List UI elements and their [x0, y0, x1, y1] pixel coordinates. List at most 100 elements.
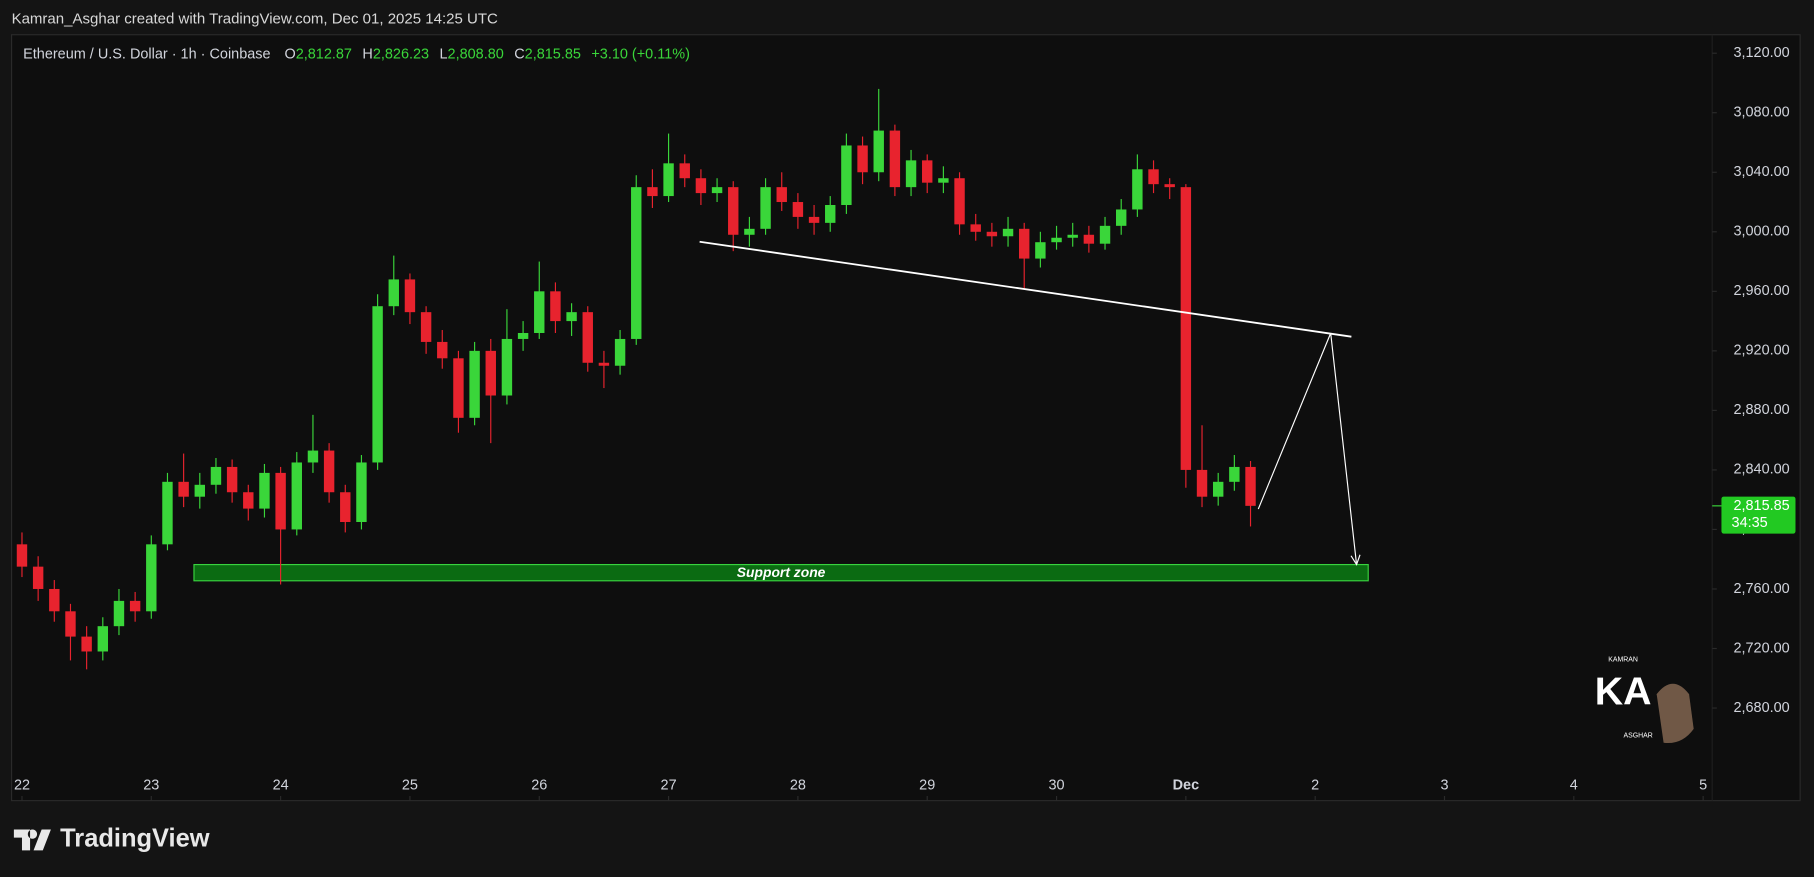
candle-body	[711, 187, 723, 194]
footer-brand: TradingView	[60, 825, 210, 853]
candle-body	[32, 566, 44, 589]
arrow-head	[1350, 554, 1361, 566]
candle-body	[631, 187, 642, 339]
candle-body	[873, 130, 884, 173]
candle-body	[1002, 228, 1014, 237]
x-tick-label: 23	[143, 777, 159, 793]
x-tick-label: 30	[1049, 777, 1065, 793]
candle-body	[1164, 184, 1175, 188]
candle-body	[49, 588, 60, 612]
candle-body	[744, 228, 755, 235]
x-tick-label: 3	[1440, 777, 1448, 793]
support-zone-label: Support zone	[737, 564, 826, 580]
candle-body	[970, 224, 981, 232]
y-tick-label: 2,760.00	[1733, 581, 1789, 597]
candle-body	[323, 450, 335, 493]
candle-body	[889, 130, 901, 188]
watermark-figure	[1656, 683, 1694, 744]
chart-header: Ethereum / U.S. Dollar · 1h · Coinbase O2…	[23, 46, 690, 62]
candle-body	[1196, 469, 1208, 497]
support-zone	[193, 563, 1369, 582]
candle-body	[534, 291, 545, 333]
candle-body	[469, 350, 480, 418]
candle-body	[501, 338, 513, 396]
candle-body	[598, 362, 610, 366]
candle-body	[922, 160, 933, 183]
candle-body	[1051, 237, 1062, 243]
candle-body	[113, 600, 125, 627]
candle-body	[841, 145, 852, 206]
candle-body	[485, 350, 496, 396]
candle-body	[1229, 466, 1240, 482]
x-tick-label: 29	[919, 777, 935, 793]
projection-path	[1257, 332, 1358, 565]
candle-body	[275, 472, 286, 530]
candle-body	[728, 187, 739, 235]
ohlc-label: L	[440, 46, 448, 62]
tradingview-logo: TradingView	[13, 825, 210, 853]
candle-body	[420, 312, 432, 342]
candle-body	[291, 462, 302, 530]
watermark: KAMRAN KA ASGHAR	[1595, 656, 1694, 744]
candle-body	[162, 481, 173, 545]
candle-body	[776, 187, 787, 203]
candle-body	[760, 187, 771, 229]
candle-body	[1035, 242, 1046, 259]
ohlc-value: 2,826.23	[373, 46, 429, 62]
ohlc-value: 2,808.80	[448, 46, 504, 62]
candle-body	[582, 312, 593, 363]
candle-body	[372, 306, 383, 463]
candle-body	[97, 626, 109, 652]
candle-body	[614, 338, 626, 366]
ohlc-label: O	[284, 46, 295, 62]
candle-body	[550, 291, 561, 322]
y-tick-label: 3,120.00	[1733, 45, 1789, 61]
watermark-bottom: ASGHAR	[1623, 733, 1652, 740]
candle-body	[905, 160, 917, 188]
candle-body	[307, 450, 319, 463]
candle-body	[65, 611, 76, 637]
last-price-label: 2,815.85	[1733, 498, 1789, 514]
candle-body	[226, 466, 238, 493]
x-tick-label: 25	[402, 777, 418, 793]
watermark-main: KA	[1595, 670, 1652, 714]
watermark-top: KAMRAN	[1608, 656, 1638, 663]
candle-body	[146, 544, 157, 612]
trendline	[699, 240, 1352, 338]
y-tick-label: 3,040.00	[1733, 164, 1789, 180]
x-tick-label: 26	[531, 777, 547, 793]
candle-body	[16, 544, 28, 567]
ohlc-label: H	[362, 46, 372, 62]
candle-body	[986, 231, 998, 237]
candle-body	[1019, 228, 1030, 259]
candle-body	[808, 216, 820, 223]
x-tick-label: 28	[790, 777, 806, 793]
y-tick-label: 3,080.00	[1733, 105, 1789, 121]
candle-body	[1115, 209, 1127, 226]
candle-body	[938, 178, 949, 183]
y-tick-label: 2,840.00	[1733, 462, 1789, 478]
y-tick-label: 2,880.00	[1733, 402, 1789, 418]
y-tick-label: 3,000.00	[1733, 224, 1789, 240]
candle-body	[792, 202, 804, 217]
countdown: 34:35	[1732, 515, 1768, 531]
x-tick-label: 2	[1311, 777, 1319, 793]
logo-icon	[13, 829, 51, 851]
x-tick-label: 27	[661, 777, 677, 793]
x-tick-label: 5	[1699, 777, 1707, 793]
candle-body	[1132, 169, 1143, 210]
candle-body	[1148, 169, 1159, 185]
candle-body	[647, 187, 658, 197]
y-tick-label: 2,720.00	[1733, 640, 1789, 656]
candle-body	[388, 279, 399, 307]
candle-body	[453, 358, 464, 418]
candle-body	[404, 279, 416, 313]
candle-body	[1099, 225, 1111, 244]
candle-body	[1083, 234, 1095, 244]
candle-body	[517, 332, 529, 339]
candle-body	[663, 163, 674, 197]
change: +3.10 (+0.11%)	[591, 46, 690, 62]
candle-body	[437, 341, 448, 359]
last-price-tag	[1721, 496, 1796, 534]
